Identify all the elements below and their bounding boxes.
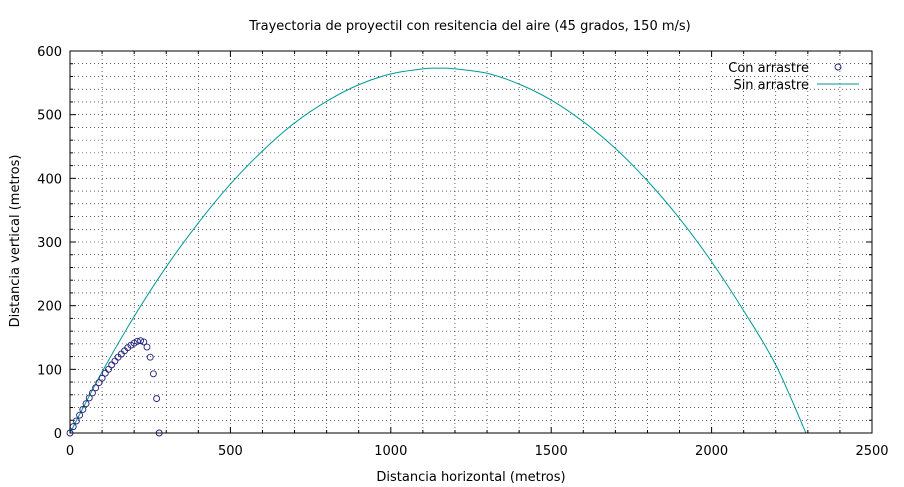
data-point-con-arrastre [79,405,87,413]
plot-frame [69,50,873,434]
data-point-con-arrastre [85,394,93,402]
ticks: 0 500 1000 1500 2000 2500 0 100 200 300 400 500 600 [37,45,888,459]
legend-label-con-arrastre: Con arrastre [728,61,809,76]
legend-label-sin-arrastre: Sin arrastre [733,78,809,93]
legend: Con arrastre Sin arrastre [728,61,859,93]
y-tick-label: 600 [37,45,62,60]
x-axis-label: Distancia horizontal (metros) [376,470,565,485]
y-tick-label: 100 [37,363,62,378]
x-tick-label: 1000 [374,444,407,459]
data-point-con-arrastre [76,411,84,419]
y-tick-label: 500 [37,109,62,124]
series-layer [66,67,807,437]
data-point-con-arrastre [146,353,154,361]
data-point-con-arrastre [95,379,103,387]
data-point-con-arrastre [89,389,96,397]
data-point-con-arrastre [140,338,148,346]
grid [70,51,872,433]
y-tick-label: 200 [37,300,62,315]
y-tick-label: 400 [37,172,62,187]
data-point-con-arrastre [149,370,157,378]
data-point-con-arrastre [105,365,112,373]
x-tick-label: 500 [218,444,243,459]
chart-title: Trayectoria de proyectil con resitencia … [248,19,690,34]
data-point-con-arrastre [92,384,100,392]
y-tick-label: 0 [54,427,62,442]
y-axis-label: Distancia vertical (metros) [8,155,23,328]
data-point-con-arrastre [137,337,145,345]
legend-marker-con-arrastre [834,63,842,71]
data-point-con-arrastre [82,400,90,408]
y-tick-label: 300 [37,236,62,251]
x-tick-label: 2500 [855,444,888,459]
data-point-con-arrastre [133,337,141,345]
series-line-sin-arrastre [69,67,807,434]
x-tick-label: 0 [66,444,74,459]
data-point-con-arrastre [98,374,106,382]
x-tick-label: 1500 [535,444,568,459]
data-point-con-arrastre [153,395,161,403]
data-point-con-arrastre [143,343,151,351]
x-tick-label: 2000 [695,444,728,459]
data-point-con-arrastre [72,417,80,425]
